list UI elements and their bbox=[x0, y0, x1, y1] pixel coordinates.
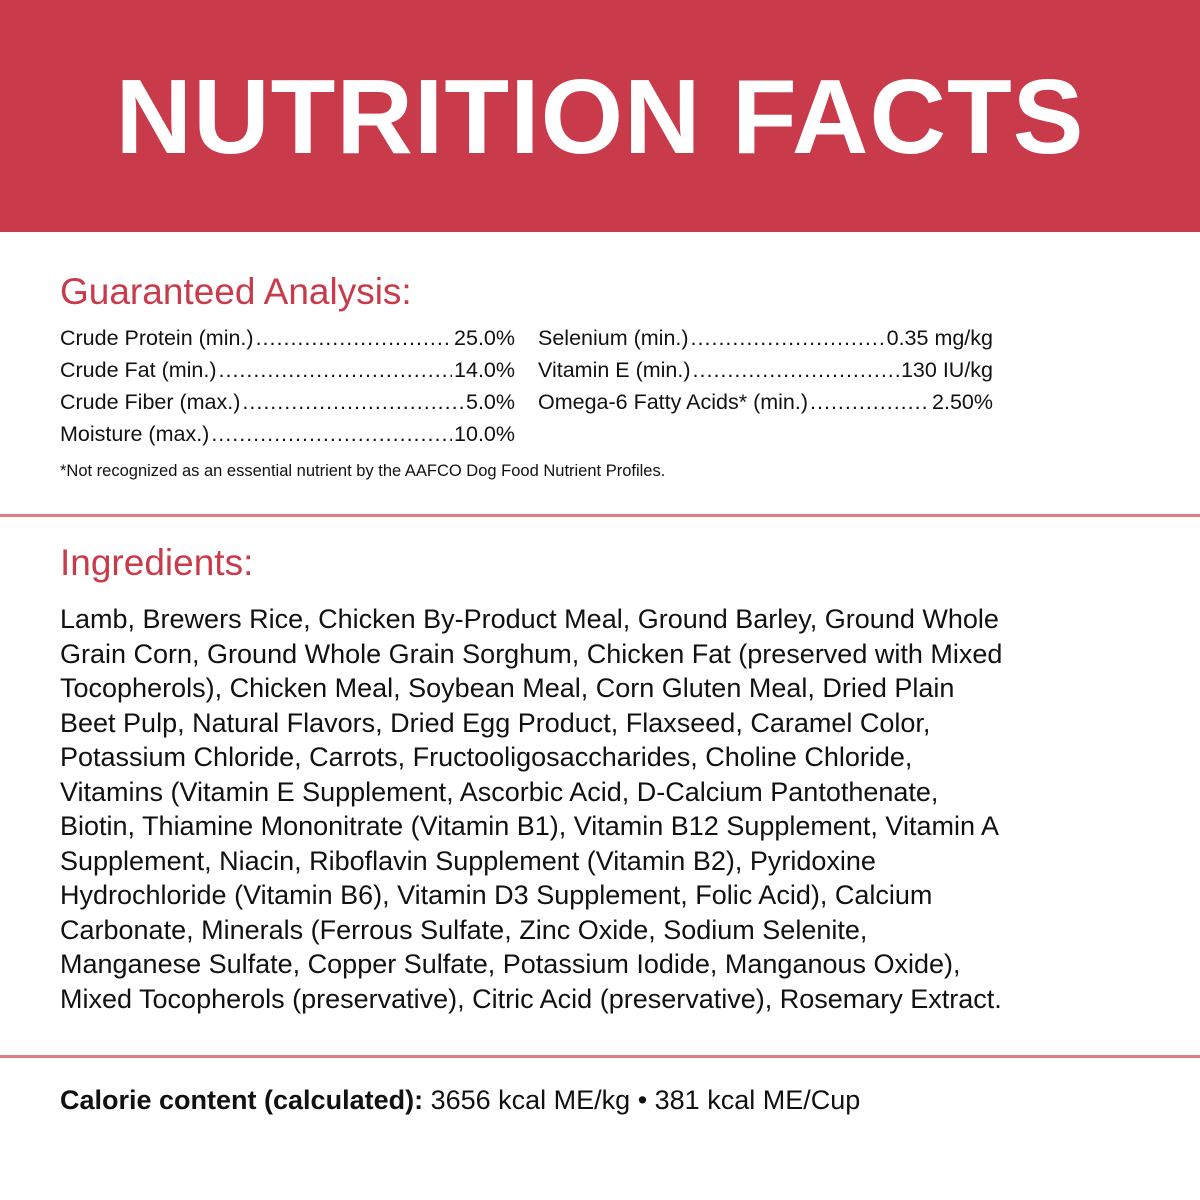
analysis-label: Crude Fat (min.) bbox=[60, 358, 217, 382]
footnote: *Not recognized as an essential nutrient… bbox=[60, 462, 666, 480]
ingredients-list: Lamb, Brewers Rice, Chicken By-Product M… bbox=[60, 602, 1002, 1016]
analysis-value: 10.0% bbox=[454, 422, 515, 446]
analysis-label: Crude Protein (min.) bbox=[60, 326, 254, 350]
header-banner: NUTRITION FACTS bbox=[0, 0, 1200, 232]
analysis-label: Selenium (min.) bbox=[538, 326, 689, 350]
ingredients-line: Carbonate, Minerals (Ferrous Sulfate, Zi… bbox=[60, 914, 868, 945]
calorie-content: Calorie content (calculated): 3656 kcal … bbox=[60, 1083, 860, 1117]
ingredients-line: Mixed Tocopherols (preservative), Citric… bbox=[60, 983, 1002, 1014]
calorie-label: Calorie content (calculated): bbox=[60, 1085, 424, 1115]
ingredients-line: Supplement, Niacin, Riboflavin Supplemen… bbox=[60, 845, 876, 876]
analysis-value: 25.0% bbox=[454, 326, 515, 350]
analysis-label: Moisture (max.) bbox=[60, 422, 210, 446]
analysis-row: Selenium (min.) 0.35 mg/kg bbox=[538, 322, 993, 354]
ingredients-line: Hydrochloride (Vitamin B6), Vitamin D3 S… bbox=[60, 880, 933, 910]
analysis-label: Vitamin E (min.) bbox=[538, 358, 691, 382]
analysis-column-right: Selenium (min.) 0.35 mg/kg Vitamin E (min… bbox=[538, 322, 993, 418]
analysis-label: Crude Fiber (max.) bbox=[60, 390, 241, 414]
divider bbox=[0, 1055, 1200, 1058]
analysis-row: Crude Protein (min.) 25.0% bbox=[60, 322, 515, 354]
ingredients-line: Vitamins (Vitamin E Supplement, Ascorbic… bbox=[60, 776, 939, 807]
ingredients-heading: Ingredients: bbox=[60, 542, 254, 583]
analysis-row: Crude Fat (min.) 14.0% bbox=[60, 354, 515, 386]
analysis-row: Moisture (max.) 10.0% bbox=[60, 418, 515, 450]
analysis-value: 2.50% bbox=[932, 390, 993, 414]
guaranteed-analysis-heading: Guaranteed Analysis: bbox=[60, 271, 412, 312]
ingredients-line: Beet Pulp, Natural Flavors, Dried Egg Pr… bbox=[60, 707, 931, 738]
ingredients-line: Manganese Sulfate, Copper Sulfate, Potas… bbox=[60, 949, 961, 979]
ingredients-line: Grain Corn, Ground Whole Grain Sorghum, … bbox=[60, 638, 1003, 669]
analysis-label: Omega-6 Fatty Acids* (min.) bbox=[538, 390, 809, 414]
analysis-row: Vitamin E (min.) 130 IU/kg bbox=[538, 354, 993, 386]
ingredients-line: Potassium Chloride, Carrots, Fructooligo… bbox=[60, 742, 913, 772]
analysis-row: Omega-6 Fatty Acids* (min.) 2.50% bbox=[538, 386, 993, 418]
analysis-value: 14.0% bbox=[454, 358, 515, 382]
calorie-value: 3656 kcal ME/kg • 381 kcal ME/Cup bbox=[430, 1085, 861, 1115]
analysis-column-left: Crude Protein (min.) 25.0% Crude Fat (min… bbox=[60, 322, 515, 450]
ingredients-line: Tocopherols), Chicken Meal, Soybean Meal… bbox=[60, 673, 955, 703]
analysis-value: 130 IU/kg bbox=[900, 358, 993, 382]
analysis-row: Crude Fiber (max.) 5.0% bbox=[60, 386, 515, 418]
analysis-value: 5.0% bbox=[465, 390, 515, 414]
divider bbox=[0, 514, 1200, 517]
ingredients-line: Biotin, Thiamine Mononitrate (Vitamin B1… bbox=[60, 811, 999, 841]
ingredients-line: Lamb, Brewers Rice, Chicken By-Product M… bbox=[60, 604, 999, 634]
page-title: NUTRITION FACTS bbox=[115, 58, 1085, 176]
analysis-value: 0.35 mg/kg bbox=[886, 326, 993, 350]
